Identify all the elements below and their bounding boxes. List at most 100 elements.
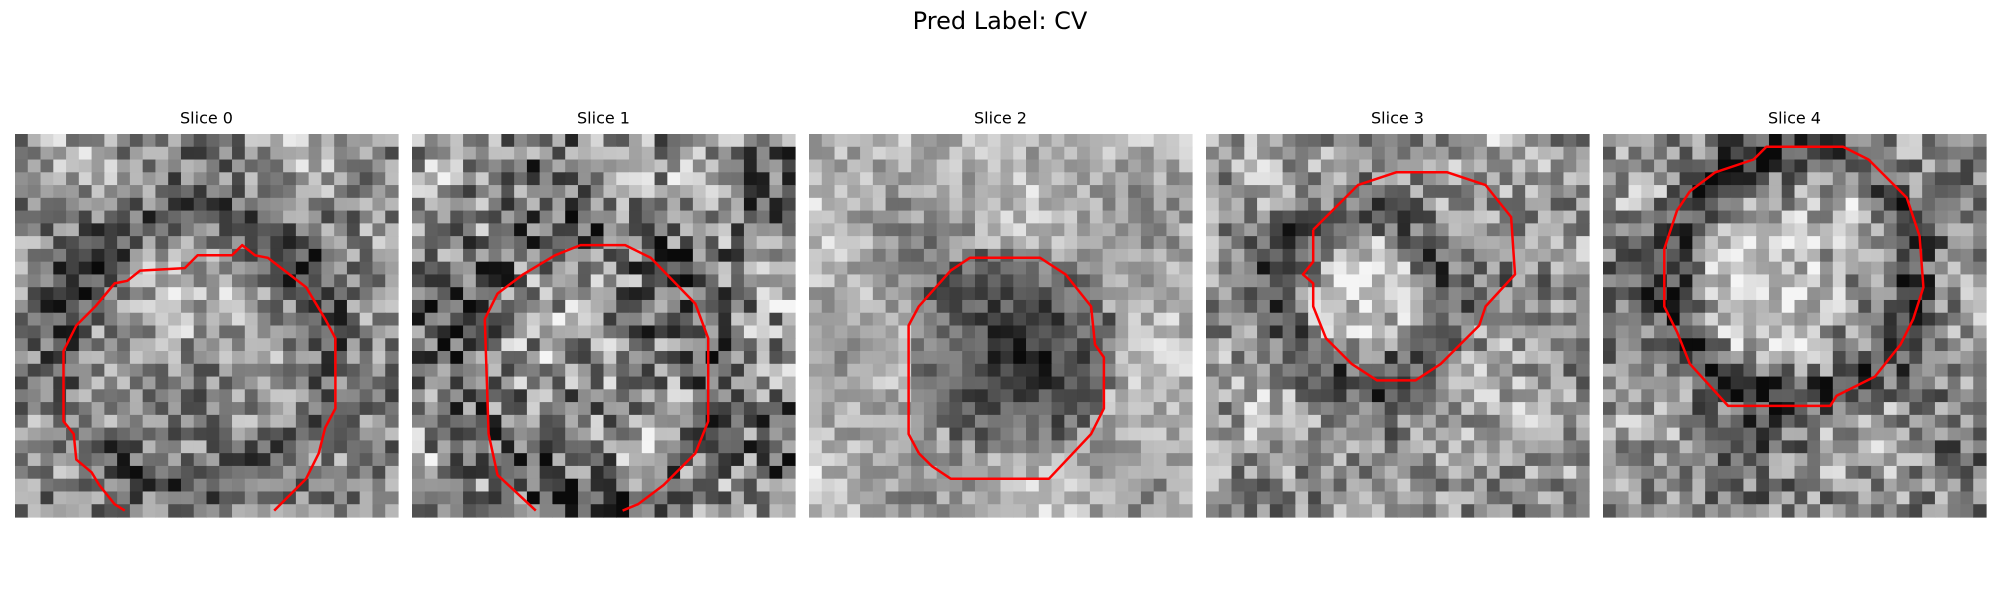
pixel (1679, 210, 1693, 224)
pixel (834, 363, 848, 378)
pixel (1960, 299, 1974, 314)
pixel (743, 504, 758, 518)
pixel (193, 287, 208, 301)
pixel (488, 363, 502, 378)
pixel (1832, 274, 1847, 288)
pixel (1845, 414, 1859, 429)
pixel (1550, 134, 1565, 148)
pixel (232, 363, 246, 378)
pixel (66, 236, 80, 250)
pixel (1013, 248, 1027, 263)
pixel (1026, 504, 1040, 518)
pixel (1820, 478, 1834, 493)
pixel (1308, 299, 1322, 314)
pixel (1883, 261, 1898, 276)
pixel (1628, 248, 1642, 263)
pixel (872, 402, 887, 416)
pixel (1820, 453, 1834, 467)
pixel (1499, 223, 1513, 237)
pixel (860, 402, 874, 416)
pixel (692, 376, 707, 390)
pixel (1832, 197, 1847, 212)
pixel (244, 248, 259, 263)
pixel (1423, 223, 1437, 237)
pixel (680, 363, 694, 378)
pixel (1615, 440, 1630, 454)
pixel (731, 299, 745, 314)
pixel (1692, 134, 1706, 148)
pixel (565, 389, 579, 403)
pixel (756, 338, 771, 352)
pixel (385, 185, 399, 199)
pixel (180, 376, 195, 390)
pixel (1973, 223, 1987, 237)
pixel (385, 274, 399, 288)
pixel (1102, 274, 1116, 288)
pixel (1397, 389, 1411, 403)
pixel (1257, 312, 1271, 327)
pixel (603, 504, 617, 518)
pixel (1934, 478, 1949, 493)
pixel (1308, 414, 1322, 429)
pixel (1743, 134, 1757, 148)
pixel (769, 185, 783, 199)
pixel (1628, 299, 1642, 314)
pixel (66, 478, 80, 493)
pixel (1013, 402, 1027, 416)
pixel (1282, 427, 1296, 441)
pixel (1525, 414, 1539, 429)
pixel (1832, 172, 1847, 186)
pixel (1934, 440, 1949, 454)
pixel (40, 351, 54, 365)
pixel (756, 351, 771, 365)
pixel (40, 465, 54, 480)
pixel (1384, 236, 1399, 250)
pixel (1448, 210, 1462, 224)
pixel (104, 453, 118, 467)
pixel (295, 312, 310, 327)
pixel (1179, 414, 1193, 429)
pixel (488, 504, 502, 518)
pixel (1064, 172, 1078, 186)
pixel (1525, 159, 1539, 173)
pixel (974, 389, 989, 403)
pixel (667, 504, 681, 518)
pixel (949, 274, 963, 288)
pixel (872, 338, 887, 352)
pixel (1794, 338, 1808, 352)
pixel (168, 210, 182, 224)
pixel (117, 338, 131, 352)
pixel (1537, 351, 1552, 365)
pixel (539, 376, 554, 390)
pixel (834, 287, 848, 301)
pixel (1077, 236, 1091, 250)
pixel (936, 172, 951, 186)
pixel (1077, 504, 1091, 518)
pixel (1320, 287, 1335, 301)
pixel (1038, 427, 1053, 441)
pixel (372, 185, 386, 199)
pixel (1654, 389, 1668, 403)
pixel (590, 236, 605, 250)
pixel (1038, 414, 1053, 429)
pixel (232, 134, 246, 148)
pixel (1947, 210, 1962, 224)
pixel (1000, 351, 1014, 365)
pixel (1282, 299, 1296, 314)
pixel (1756, 389, 1770, 403)
pixel (1654, 363, 1668, 378)
pixel (372, 389, 386, 403)
pixel (91, 312, 105, 327)
pixel (705, 172, 719, 186)
pixel (206, 172, 220, 186)
pixel (180, 427, 195, 441)
pixel (743, 338, 758, 352)
pixel (1371, 223, 1386, 237)
pixel (1550, 236, 1565, 250)
pixel (1947, 172, 1962, 186)
pixel (257, 134, 271, 148)
pixel (91, 491, 105, 505)
pixel (1871, 159, 1885, 173)
pixel (1410, 440, 1424, 454)
pixel (1563, 236, 1577, 250)
